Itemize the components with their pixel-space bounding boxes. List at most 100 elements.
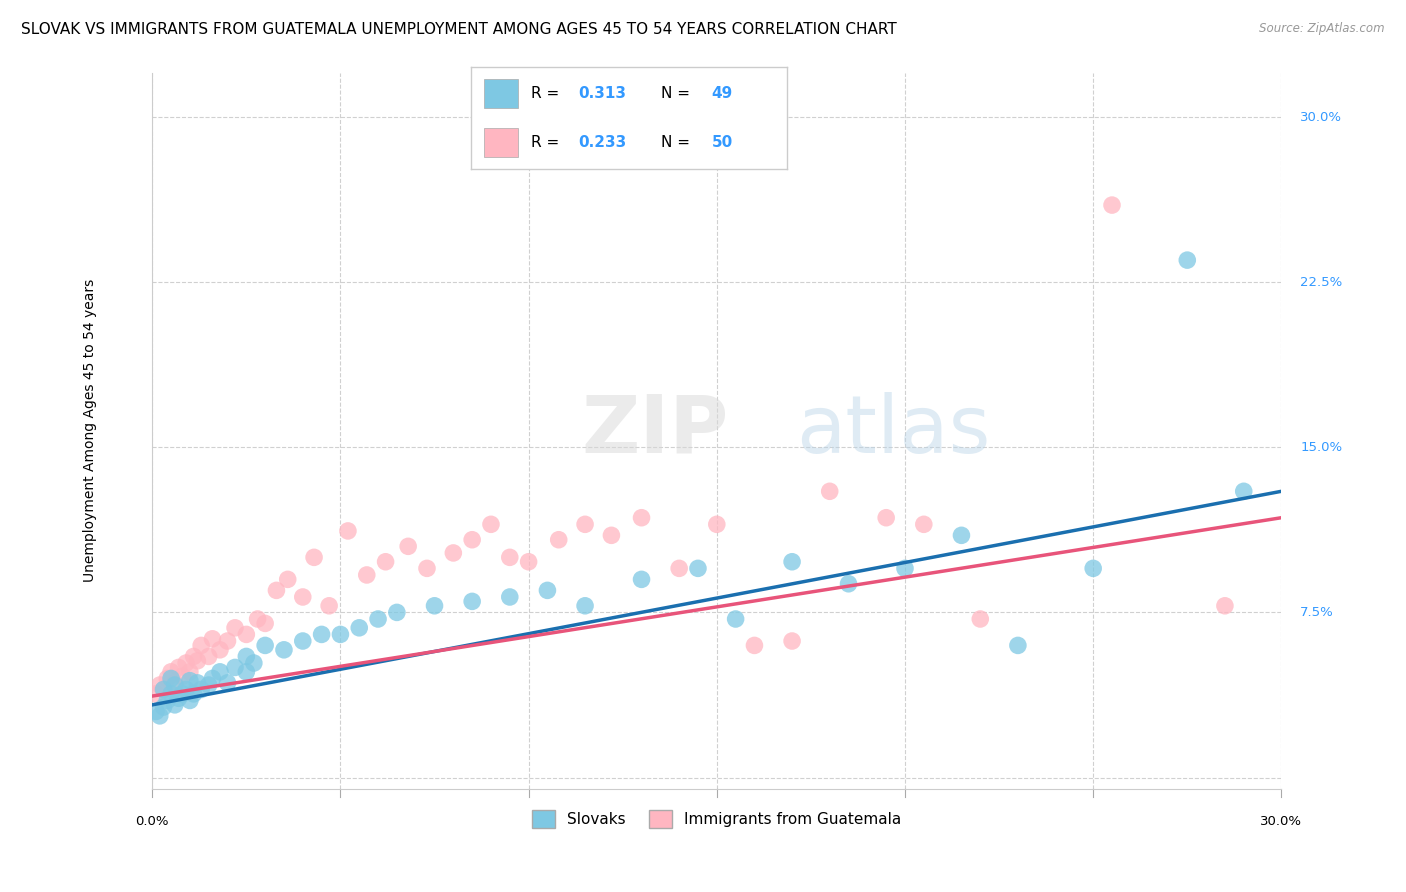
Point: [547, 533, 569, 547]
Point: [744, 639, 766, 653]
Point: [1213, 599, 1236, 613]
Point: [277, 573, 299, 587]
Point: [630, 510, 652, 524]
Text: 0.0%: 0.0%: [135, 815, 169, 828]
Point: [246, 612, 269, 626]
Text: 50: 50: [711, 136, 733, 151]
Point: [208, 665, 231, 679]
Point: [536, 583, 558, 598]
Point: [349, 621, 371, 635]
Point: [630, 573, 652, 587]
Point: [818, 484, 841, 499]
Text: 30.0%: 30.0%: [1301, 111, 1343, 123]
Point: [160, 665, 183, 679]
Point: [894, 561, 917, 575]
Point: [668, 561, 690, 575]
Point: [912, 517, 935, 532]
Point: [156, 672, 179, 686]
Point: [461, 594, 484, 608]
Point: [235, 627, 257, 641]
Point: [163, 676, 186, 690]
Text: 49: 49: [711, 86, 733, 101]
Point: [1101, 198, 1123, 212]
Point: [172, 687, 194, 701]
Point: [160, 687, 183, 701]
Point: [517, 555, 540, 569]
Point: [149, 709, 172, 723]
Point: [217, 676, 239, 690]
Point: [208, 642, 231, 657]
Point: [174, 656, 197, 670]
Point: [336, 524, 359, 538]
Point: [950, 528, 973, 542]
Point: [201, 672, 224, 686]
Point: [273, 642, 295, 657]
Point: [311, 627, 333, 641]
Text: ZIP: ZIP: [581, 392, 728, 470]
Point: [254, 616, 277, 631]
Bar: [484, 128, 519, 157]
Point: [1233, 484, 1256, 499]
Point: [172, 669, 194, 683]
Point: [706, 517, 728, 532]
Text: 30.0%: 30.0%: [1260, 815, 1302, 828]
Point: [156, 693, 179, 707]
Legend: Slovaks, Immigrants from Guatemala: Slovaks, Immigrants from Guatemala: [526, 804, 907, 835]
Point: [179, 673, 201, 688]
Point: [291, 590, 314, 604]
Point: [780, 634, 803, 648]
Point: [318, 599, 340, 613]
Point: [838, 576, 860, 591]
Text: N =: N =: [661, 136, 695, 151]
Point: [385, 606, 408, 620]
Point: [183, 649, 205, 664]
Point: [724, 612, 747, 626]
Point: [186, 654, 208, 668]
Point: [235, 649, 257, 664]
Point: [145, 687, 167, 701]
Text: 0.233: 0.233: [579, 136, 627, 151]
Point: [197, 678, 219, 692]
Text: R =: R =: [531, 86, 564, 101]
Point: [174, 682, 197, 697]
Point: [167, 660, 190, 674]
Bar: [484, 79, 519, 108]
Point: [423, 599, 446, 613]
Point: [875, 510, 897, 524]
Point: [396, 539, 419, 553]
Text: R =: R =: [531, 136, 564, 151]
Point: [179, 693, 201, 707]
Point: [149, 678, 172, 692]
Point: [266, 583, 288, 598]
Point: [160, 672, 183, 686]
Point: [499, 590, 522, 604]
Point: [152, 682, 174, 697]
Point: [152, 682, 174, 697]
Point: [499, 550, 522, 565]
Text: atlas: atlas: [796, 392, 990, 470]
Point: [574, 599, 596, 613]
Point: [190, 682, 212, 697]
Point: [441, 546, 464, 560]
Text: 0.313: 0.313: [579, 86, 627, 101]
Point: [217, 634, 239, 648]
Point: [291, 634, 314, 648]
Point: [302, 550, 325, 565]
Text: Unemployment Among Ages 45 to 54 years: Unemployment Among Ages 45 to 54 years: [83, 279, 97, 582]
Point: [179, 665, 201, 679]
Point: [600, 528, 623, 542]
Point: [574, 517, 596, 532]
Point: [224, 621, 246, 635]
Point: [479, 517, 502, 532]
Point: [197, 649, 219, 664]
Text: 15.0%: 15.0%: [1301, 441, 1343, 454]
Point: [152, 700, 174, 714]
Point: [367, 612, 389, 626]
Point: [416, 561, 439, 575]
Text: Source: ZipAtlas.com: Source: ZipAtlas.com: [1260, 22, 1385, 36]
Point: [167, 691, 190, 706]
Point: [163, 678, 186, 692]
Point: [190, 639, 212, 653]
Point: [235, 665, 257, 679]
Point: [201, 632, 224, 646]
